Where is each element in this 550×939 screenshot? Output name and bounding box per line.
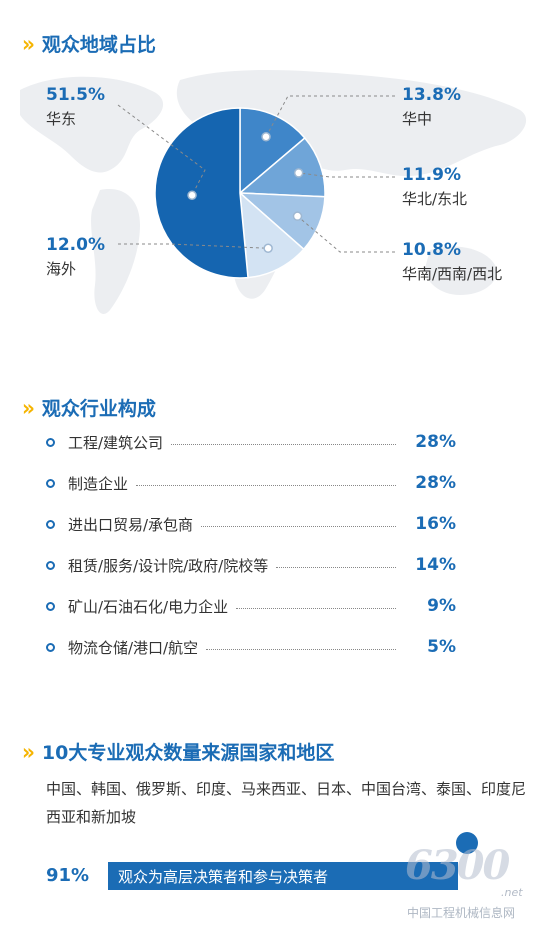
bullet-ring-icon (46, 437, 55, 447)
industry-row: 进出口贸易/承包商 16% (46, 512, 456, 536)
industry-row: 租赁/服务/设计院/政府/院校等 14% (46, 553, 456, 577)
pie-leader-huadong (117, 104, 206, 196)
decision-maker-bar: 观众为高层决策者和参与决策者 (108, 862, 458, 890)
decision-maker-text: 观众为高层决策者和参与决策者 (118, 867, 329, 886)
industry-row: 制造企业 28% (46, 471, 456, 495)
pie-label-huanan: 10.8% 华南/西南/西北 (402, 240, 503, 283)
pie-marker-huazhong (261, 131, 271, 142)
chevron-icon: » (22, 738, 35, 765)
chevron-icon: » (22, 394, 35, 421)
pie-marker-huadong (187, 190, 197, 201)
countries-section-title: » 10大专业观众数量来源国家和地区 (22, 738, 335, 765)
pie-slice-huabei (238, 136, 326, 198)
countries-list: 中国、韩国、俄罗斯、印度、马来西亚、日本、中国台湾、泰国、印度尼西亚和新加坡 (46, 780, 527, 826)
industry-row: 矿山/石油石化/电力企业 9% (46, 594, 456, 618)
bullet-ring-icon (46, 560, 55, 570)
industry-row: 物流仓储/港口/航空 5% (46, 635, 456, 659)
dotted-leader (171, 443, 396, 445)
bullet-ring-icon (46, 519, 55, 529)
pie-label-huabei: 11.9% 华北/东北 (402, 165, 468, 208)
bullet-ring-icon (46, 601, 55, 611)
pie-marker-haiwai (263, 243, 273, 253)
industry-row: 工程/建筑公司 28% (46, 430, 456, 454)
bullet-ring-icon (46, 642, 55, 652)
bullet-ring-icon (46, 478, 55, 488)
decision-maker-percent: 91% (46, 865, 90, 886)
pie-leader-huanan (297, 215, 395, 253)
dotted-leader (276, 566, 396, 568)
region-section-title: » 观众地域占比 (22, 30, 156, 57)
pie-slice-huazhong (239, 107, 306, 195)
decorative-dot (456, 832, 478, 854)
pie-label-huadong: 51.5% 华东 (46, 85, 105, 128)
pie-label-huazhong: 13.8% 华中 (402, 85, 461, 128)
region-pie-chart (117, 95, 395, 279)
pie-marker-huabei (293, 168, 304, 178)
watermark-logo: 6300 .net 中国工程机械信息网 (405, 842, 523, 920)
pie-marker-huanan (292, 211, 303, 221)
dotted-leader (206, 648, 396, 650)
dotted-leader (136, 484, 396, 486)
pie-leader-huabei (298, 172, 395, 178)
pie-slice-huadong (154, 107, 249, 279)
dotted-leader (236, 607, 396, 609)
dotted-leader (201, 525, 396, 527)
chevron-icon: » (22, 30, 35, 57)
pie-slice-haiwai (239, 191, 305, 279)
industry-section-title: » 观众行业构成 (22, 394, 156, 421)
pie-label-haiwai: 12.0% 海外 (46, 235, 105, 278)
